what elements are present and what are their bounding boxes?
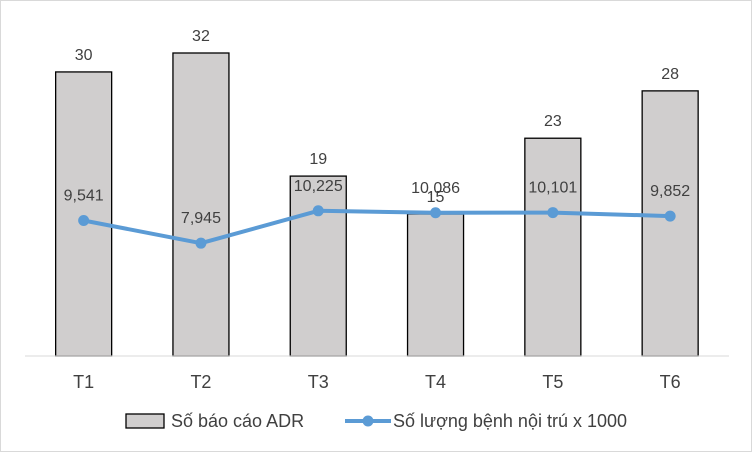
- bar-series: [55, 52, 699, 357]
- x-tick-label-T1: T1: [73, 372, 94, 392]
- x-tick-label-T5: T5: [542, 372, 563, 392]
- x-tick-label-T2: T2: [190, 372, 211, 392]
- bar-value-label-T2: 32: [192, 28, 210, 45]
- line-point-T5: [547, 207, 559, 219]
- data-labels: 30 32 19 15 23 28 9,541 7,945 10,225 10,086 10,101…: [64, 28, 691, 227]
- bar-T4: [406, 213, 465, 357]
- x-tick-label-T3: T3: [308, 372, 329, 392]
- bar-value-label-T1: 30: [75, 47, 93, 64]
- legend-bar-swatch: [125, 413, 165, 429]
- legend: Số báo cáo ADR Số lượng bệnh nội trú x 10…: [125, 411, 627, 431]
- legend-line-label: Số lượng bệnh nội trú x 1000: [393, 411, 627, 431]
- line-value-label-T4: 10,086: [411, 180, 460, 197]
- line-value-label-T5: 10,101: [528, 180, 577, 197]
- line-path: [81, 208, 673, 246]
- line-point-T2: [195, 237, 207, 249]
- bar-value-label-T3: 19: [309, 151, 327, 168]
- legend-bar-label: Số báo cáo ADR: [171, 411, 304, 431]
- bar-value-label-T5: 23: [544, 113, 562, 130]
- bar-value-label-T4: 15: [427, 189, 445, 206]
- bar-T3: [289, 175, 347, 357]
- line-point-T3: [312, 205, 324, 217]
- line-value-label-T1: 9,541: [64, 188, 104, 205]
- x-tick-label-T6: T6: [660, 372, 681, 392]
- bar-T1: [55, 71, 113, 357]
- legend-line-marker: [362, 415, 374, 427]
- line-value-label-T6: 9,852: [650, 183, 690, 200]
- line-point-T6: [664, 210, 676, 222]
- bar-T5: [524, 137, 582, 357]
- line-point-T1: [78, 215, 90, 227]
- bar-T2: [172, 52, 230, 357]
- x-axis-ticks: T1 T2 T3 T4 T5 T6: [73, 372, 681, 392]
- bar-value-label-T6: 28: [661, 66, 679, 83]
- line-point-T4: [430, 207, 442, 219]
- line-value-label-T2: 7,945: [181, 210, 221, 227]
- line-series: [78, 205, 676, 249]
- x-tick-label-T4: T4: [425, 372, 446, 392]
- line-value-label-T3: 10,225: [294, 178, 343, 195]
- bar-T6: [641, 90, 699, 357]
